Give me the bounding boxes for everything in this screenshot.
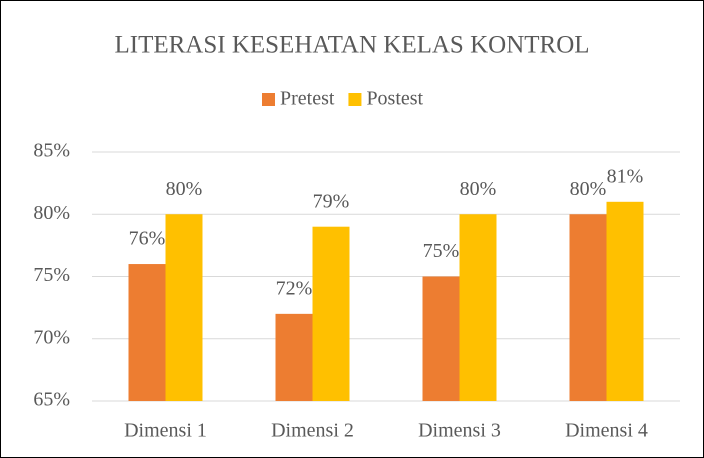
y-tick-label: 85% (33, 140, 70, 162)
bar (422, 276, 460, 401)
value-label: 75% (423, 240, 460, 262)
value-label: 72% (276, 277, 313, 299)
value-label: 76% (129, 228, 166, 250)
bar (275, 313, 313, 401)
value-label: 80% (570, 178, 607, 200)
value-label: 80% (460, 178, 497, 200)
value-label: 81% (607, 165, 644, 187)
y-tick-label: 80% (33, 202, 70, 224)
legend-swatch (262, 93, 275, 106)
legend-swatch (348, 93, 362, 106)
chart-title: LITERASI KESEHATAN KELAS KONTROL (114, 32, 589, 59)
value-label: 80% (166, 178, 203, 200)
bar (128, 264, 166, 401)
y-tick-label: 75% (33, 264, 70, 286)
bar (569, 214, 607, 401)
legend-label: Pretest (280, 88, 335, 110)
x-tick-label: Dimensi 3 (418, 420, 501, 442)
bar (459, 214, 497, 401)
x-tick-label: Dimensi 1 (124, 420, 207, 442)
y-tick-label: 70% (33, 326, 70, 348)
value-label: 79% (313, 190, 350, 212)
bar (312, 226, 350, 401)
bar (165, 214, 203, 401)
x-tick-label: Dimensi 4 (565, 420, 648, 442)
bar (606, 201, 644, 401)
legend-label: Postest (366, 88, 423, 110)
y-tick-label: 65% (33, 389, 70, 411)
x-tick-label: Dimensi 2 (271, 420, 354, 442)
